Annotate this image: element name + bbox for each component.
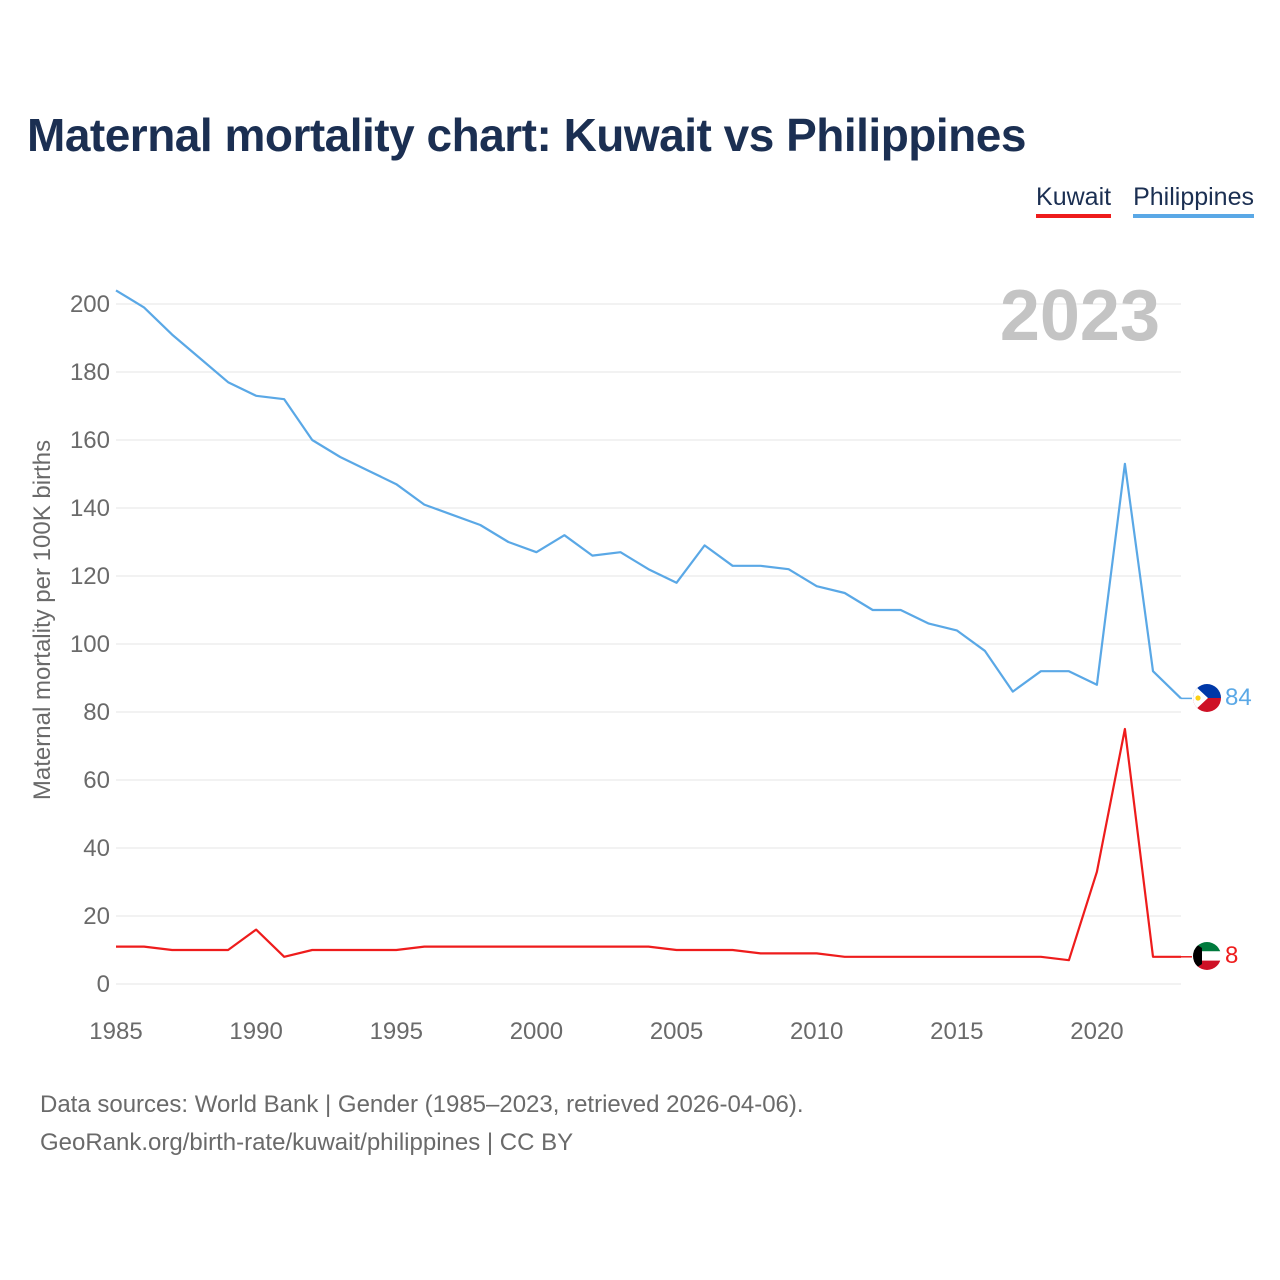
philippines-flag-icon	[1193, 684, 1221, 712]
x-tick-label: 1990	[229, 1018, 282, 1045]
x-tick-label: 2000	[510, 1018, 563, 1045]
x-tick-label: 2015	[930, 1018, 983, 1045]
legend-item-philippines[interactable]: Philippines	[1133, 183, 1254, 218]
grid-lines	[116, 303, 1181, 985]
x-tick-label: 1995	[370, 1018, 423, 1045]
x-tick-label: 1985	[89, 1018, 142, 1045]
legend: Kuwait Philippines	[1036, 183, 1254, 218]
y-tick-label: 60	[83, 767, 110, 794]
y-tick-label: 20	[83, 903, 110, 930]
y-tick-label: 100	[70, 631, 110, 658]
footer-credit: GeoRank.org/birth-rate/kuwait/philippine…	[40, 1129, 574, 1156]
footer: Data sources: World Bank | Gender (1985–…	[40, 1086, 804, 1162]
legend-item-kuwait[interactable]: Kuwait	[1036, 183, 1112, 218]
series-line-philippines	[115, 289, 1182, 700]
x-axis-ticks: 1985 1990 1995 2000 2005 2010 2015 2020	[89, 1018, 1123, 1045]
y-tick-label: 80	[83, 699, 110, 726]
x-tick-label: 2020	[1070, 1018, 1123, 1045]
x-tick-label: 2005	[650, 1018, 703, 1045]
page-title: Maternal mortality chart: Kuwait vs Phil…	[27, 109, 1026, 161]
y-tick-label: 0	[97, 971, 110, 998]
y-tick-label: 120	[70, 563, 110, 590]
y-axis-ticks: 0 20 40 60 80 100 120 140 160 180 200	[70, 291, 110, 998]
series-line-kuwait	[116, 727, 1181, 962]
y-tick-label: 40	[83, 835, 110, 862]
year-label: 2023	[1000, 276, 1160, 356]
x-tick-label: 2010	[790, 1018, 843, 1045]
y-tick-label: 200	[70, 291, 110, 318]
y-tick-label: 180	[70, 359, 110, 386]
kuwait-flag-icon	[1193, 942, 1221, 970]
series-lines	[115, 289, 1192, 962]
y-tick-label: 140	[70, 495, 110, 522]
end-value-philippines: 84	[1225, 684, 1252, 711]
footer-sources: Data sources: World Bank | Gender (1985–…	[40, 1091, 804, 1118]
y-axis-label: Maternal mortality per 100K births	[29, 440, 56, 800]
end-value-kuwait: 8	[1225, 942, 1238, 969]
y-tick-label: 160	[70, 427, 110, 454]
